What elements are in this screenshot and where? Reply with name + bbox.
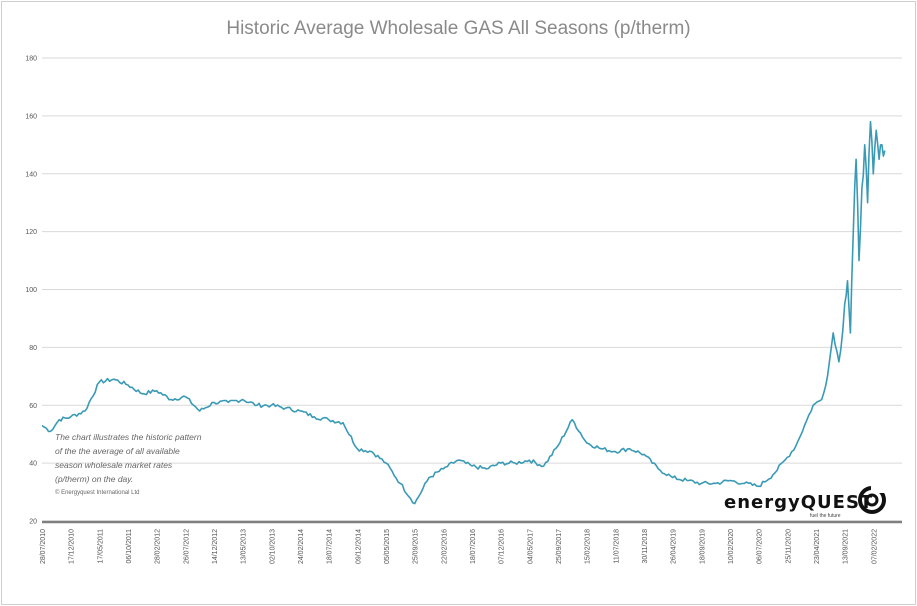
x-tick-label: 17/05/2011 xyxy=(97,529,104,564)
series-layer xyxy=(41,120,886,505)
x-tick-label: 28/07/2010 xyxy=(40,529,47,564)
x-tick-label: 18/09/2019 xyxy=(699,529,706,564)
x-tick-label: 18/07/2014 xyxy=(327,529,334,564)
x-tick-label: 11/07/2018 xyxy=(613,529,620,564)
x-tick-label: 06/10/2011 xyxy=(126,529,133,564)
axis-layer: 20 40 60 80 100 120 140 160 180 28/07/2010 17/12/2… xyxy=(25,56,902,564)
copyright-text: © Energyquest International Ltd xyxy=(55,489,139,496)
x-tick-label: 05/05/2015 xyxy=(384,529,391,564)
x-tick-label: 07/02/2022 xyxy=(871,529,878,564)
y-tick-label: 160 xyxy=(25,113,37,120)
x-tick-label: 26/07/2012 xyxy=(183,529,190,564)
x-tick-label: 28/02/2012 xyxy=(155,529,162,564)
x-tick-label: 07/12/2016 xyxy=(499,529,506,564)
x-tick-label: 22/02/2016 xyxy=(441,529,448,564)
y-tick-label: 120 xyxy=(25,229,37,236)
x-tick-label: 13/09/2021 xyxy=(843,529,850,564)
y-tick-label: 140 xyxy=(25,171,37,178)
x-tick-label: 25/11/2020 xyxy=(785,529,792,564)
x-tick-label: 24/02/2014 xyxy=(298,529,305,564)
y-tick-label: 60 xyxy=(29,403,37,410)
x-tick-label: 25/09/2015 xyxy=(413,529,420,564)
y-tick-label: 80 xyxy=(29,345,37,352)
annotation-line-2: of the the average of all available xyxy=(55,446,180,456)
annotation-line-3: season wholesale market rates xyxy=(55,460,173,470)
grid-layer xyxy=(42,57,902,522)
x-tick-label: 18/07/2016 xyxy=(470,529,477,564)
x-tick-label: 04/05/2017 xyxy=(527,529,534,564)
y-tick-label: 100 xyxy=(25,287,37,294)
annotation-block: The chart illustrates the historic patte… xyxy=(55,432,202,496)
annotation-line-1: The chart illustrates the historic patte… xyxy=(55,432,202,442)
x-tick-label: 23/04/2021 xyxy=(814,529,821,564)
logo-swirl-icon xyxy=(858,486,886,514)
x-tick-label: 30/11/2018 xyxy=(642,529,649,564)
x-tick-label: 26/04/2019 xyxy=(671,529,678,564)
x-tick-label: 13/05/2013 xyxy=(241,529,248,564)
x-tick-label: 14/12/2012 xyxy=(212,529,219,564)
y-tick-label: 20 xyxy=(29,519,37,526)
x-tick-label: 25/09/2017 xyxy=(556,529,563,564)
annotation-line-4: (p/therm) on the day. xyxy=(55,474,133,484)
y-tick-label: 180 xyxy=(25,56,37,63)
chart-title: Historic Average Wholesale GAS All Seaso… xyxy=(226,18,691,39)
x-tick-label: 09/12/2014 xyxy=(355,529,362,564)
x-tick-label: 02/10/2013 xyxy=(269,529,276,564)
x-tick-label: 06/07/2020 xyxy=(757,529,764,564)
x-tick-label: 10/02/2020 xyxy=(728,529,735,564)
logo-wordmark: energyQUEST xyxy=(724,492,873,513)
x-tick-label: 15/02/2018 xyxy=(585,529,592,564)
logo-tagline: fuel the future xyxy=(810,513,841,519)
x-tick-label: 17/12/2010 xyxy=(69,529,76,564)
y-tick-label: 40 xyxy=(29,461,37,468)
series-line xyxy=(41,120,886,505)
energyquest-logo: energyQUEST fuel the future xyxy=(724,486,886,519)
